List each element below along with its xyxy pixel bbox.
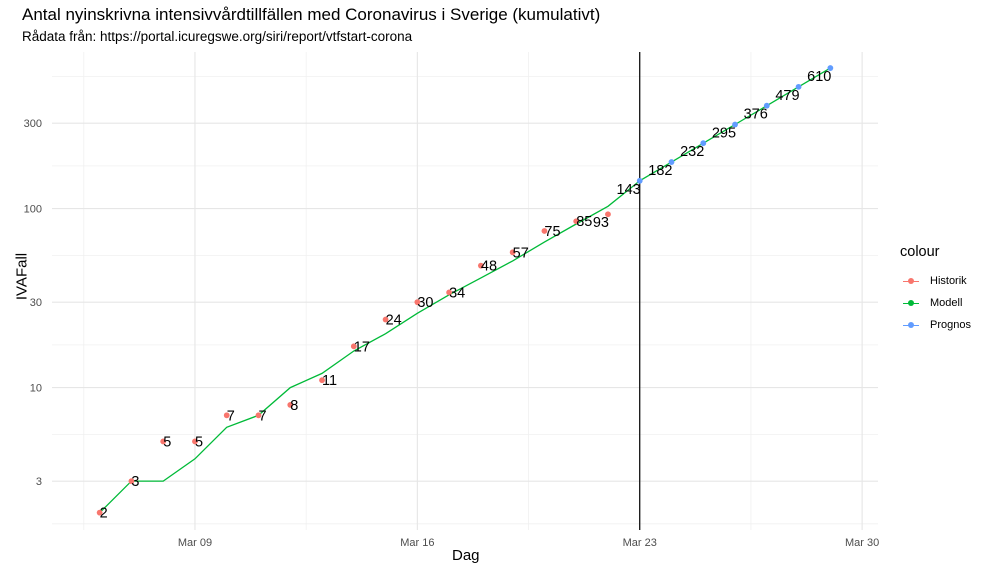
y-tick-label: 3: [36, 476, 42, 488]
data-label: 93: [593, 215, 609, 231]
data-point-historik: [414, 299, 421, 306]
data-point-historik: [350, 343, 357, 350]
legend-label: Prognos: [930, 319, 971, 331]
data-label: 30: [417, 295, 433, 311]
data-label: 57: [513, 245, 529, 261]
data-label: 75: [544, 224, 560, 240]
data-label: 8: [290, 398, 298, 414]
y-axis-label: IVAFall: [13, 252, 31, 301]
data-label: 7: [227, 408, 235, 424]
data-label: 24: [386, 313, 402, 329]
data-label: 11: [322, 373, 337, 389]
legend-key-dot: [908, 278, 914, 284]
data-label: 7: [259, 408, 267, 424]
x-tick-label: Mar 23: [623, 537, 657, 549]
data-label: 143: [617, 182, 641, 198]
legend-key-dot: [908, 322, 914, 328]
x-tick-label: Mar 16: [400, 537, 434, 549]
data-label: 34: [449, 285, 465, 301]
legend-key: [900, 314, 922, 336]
y-tick-label: 300: [24, 118, 42, 130]
data-point-historik: [509, 249, 516, 256]
data-point-historik: [477, 262, 484, 269]
legend-label: Modell: [930, 297, 963, 309]
chart-title: Antal nyinskrivna intensivvårdtillfällen…: [22, 5, 601, 24]
data-point-historik: [541, 228, 548, 234]
data-label: 85: [576, 214, 592, 230]
legend-title: colour: [900, 244, 940, 260]
data-point-historik: [128, 478, 135, 485]
data-point-prognos: [732, 121, 738, 128]
y-tick-label: 30: [30, 297, 42, 309]
data-label: 232: [680, 144, 704, 160]
data-label: 5: [195, 434, 203, 450]
legend-item-historik: Historik: [900, 270, 971, 292]
data-label: 3: [131, 474, 139, 490]
data-point-historik: [255, 412, 262, 419]
data-point-historik: [319, 377, 325, 384]
data-label: 376: [744, 107, 768, 123]
data-point-historik: [223, 412, 230, 419]
legend-key: [900, 270, 922, 292]
data-point-prognos: [827, 65, 834, 71]
data-point-historik: [160, 438, 167, 445]
data-label: 610: [807, 69, 831, 85]
series-line-modell: [99, 67, 831, 514]
legend: colour Historik Modell Prognos: [900, 244, 971, 336]
data-point-historik: [605, 211, 611, 218]
data-point-prognos: [668, 159, 675, 165]
data-point-prognos: [795, 83, 802, 90]
data-label: 48: [481, 259, 497, 275]
data-point-historik: [287, 402, 294, 408]
data-point-historik: [192, 438, 198, 445]
data-point-historik: [96, 509, 103, 516]
data-label: 479: [775, 88, 799, 104]
legend-key-dot: [908, 300, 914, 306]
data-point-historik: [382, 316, 389, 323]
data-point-prognos: [763, 102, 770, 109]
data-label: 295: [712, 126, 736, 142]
x-axis-label: Dag: [452, 547, 480, 564]
data-point-prognos: [700, 140, 707, 147]
data-point-prognos: [636, 177, 643, 184]
data-label: 17: [354, 339, 370, 355]
data-point-historik: [573, 218, 580, 225]
legend-label: Historik: [930, 275, 967, 287]
x-tick-label: Mar 09: [178, 537, 212, 549]
data-label: 2: [100, 506, 108, 522]
legend-item-prognos: Prognos: [900, 314, 971, 336]
y-tick-label: 10: [30, 383, 42, 395]
data-label: 182: [648, 163, 672, 179]
legend-item-modell: Modell: [900, 292, 971, 314]
x-tick-label: Mar 30: [845, 537, 879, 549]
chart-subtitle: Rådata från: https://portal.icuregswe.or…: [22, 29, 413, 44]
legend-key: [900, 292, 922, 314]
data-point-historik: [446, 289, 453, 296]
data-label: 5: [163, 434, 171, 450]
y-tick-label: 100: [24, 204, 42, 216]
